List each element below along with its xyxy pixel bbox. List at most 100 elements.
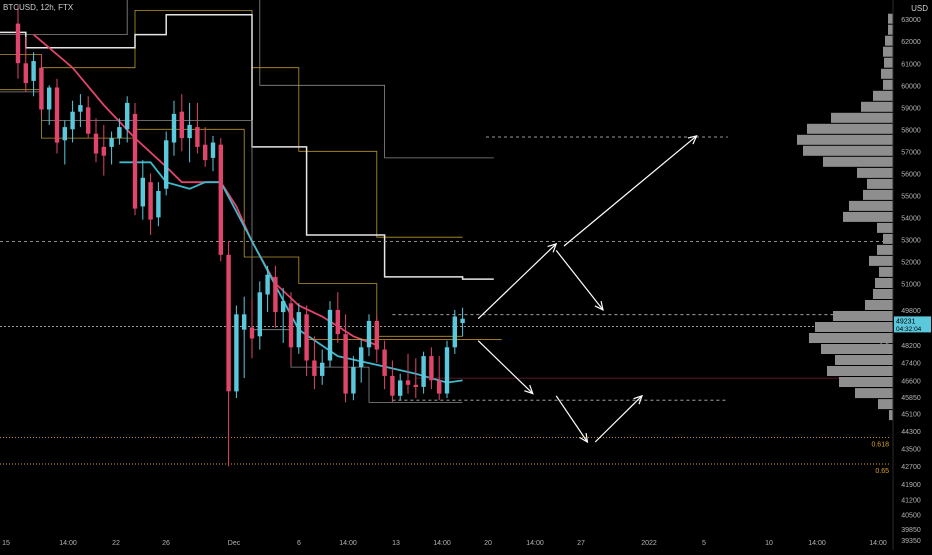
volume-profile-bar	[883, 79, 893, 90]
x-tick-label: 2022	[641, 540, 657, 547]
y-tick-label: 53000	[901, 237, 921, 244]
x-tick-label: 14:00	[339, 540, 357, 547]
x-tick-label: 13	[392, 540, 400, 547]
y-tick-label: 52000	[901, 259, 921, 266]
y-tick-label: 54000	[901, 215, 921, 222]
x-tick-label: 14:00	[59, 540, 77, 547]
y-tick-label: 58000	[901, 127, 921, 134]
x-tick-label: 15	[2, 540, 10, 547]
y-tick-label: 41200	[901, 497, 921, 504]
volume-profile-bar	[823, 156, 893, 167]
y-tick-label: 63000	[901, 17, 921, 24]
volume-profile-bar	[865, 300, 893, 310]
volume-profile-bar	[873, 90, 893, 101]
band-lower-gold	[0, 89, 463, 337]
current-price-value: 49231	[896, 318, 916, 325]
volume-profile-bar	[821, 344, 893, 354]
y-tick-label: 45850	[901, 395, 921, 402]
y-tick-label: 47400	[901, 361, 921, 368]
volume-profile-bar	[879, 266, 893, 277]
x-tick-label: 27	[577, 540, 585, 547]
volume-profile-bar	[803, 145, 893, 156]
y-tick-label: 62000	[901, 39, 921, 46]
y-tick-label: 60000	[901, 83, 921, 90]
y-tick-label: 39350	[901, 538, 921, 545]
x-tick-label: 14:00	[869, 540, 887, 547]
scenario-arrow-line	[477, 243, 557, 320]
current-price-countdown: 04:32:04	[896, 326, 922, 333]
volume-profile-bar	[835, 355, 893, 365]
y-tick-label: 39850	[901, 527, 921, 534]
y-tick-label: 56000	[901, 171, 921, 178]
y-tick-label: 42700	[901, 464, 921, 471]
y-tick-label: 59000	[901, 105, 921, 112]
scenario-arrow-line	[477, 340, 534, 395]
volume-profile-bar	[875, 278, 893, 288]
x-tick-label: 14:00	[808, 540, 826, 547]
scenario-arrow-line	[555, 250, 604, 311]
x-tick-label: 14:00	[433, 540, 451, 547]
ma-teal-line	[119, 161, 463, 384]
scenario-arrow-line	[563, 135, 697, 247]
x-tick-label: 26	[162, 540, 170, 547]
x-tick-label: 6	[297, 540, 301, 547]
volume-profile-bar	[809, 333, 893, 343]
y-tick-label: 40500	[901, 513, 921, 520]
volume-profile-bar	[863, 189, 893, 200]
x-tick-label: 20	[484, 540, 492, 547]
volume-profile-bar	[861, 101, 893, 112]
volume-profile-bar	[849, 200, 893, 211]
x-tick-label: 5	[702, 540, 706, 547]
volume-profile-bar	[815, 322, 893, 332]
x-tick-label: 22	[112, 540, 120, 547]
volume-profile-bar	[888, 24, 893, 35]
volume-profile-bar	[877, 244, 893, 255]
scenario-arrow-line	[555, 395, 588, 443]
band-mid	[0, 14, 494, 280]
volume-profile-bar	[831, 112, 893, 123]
scenario-arrow-head	[633, 394, 643, 405]
ma-red-line	[33, 33, 378, 346]
volume-profile-bar	[867, 178, 893, 189]
scenario-arrow-head	[579, 433, 589, 444]
volume-profile-bar	[843, 211, 893, 222]
y-tick-label: 41900	[901, 482, 921, 489]
volume-profile-bar	[877, 222, 893, 233]
fib-label: 0.65	[875, 468, 889, 475]
y-tick-label: 45100	[901, 411, 921, 418]
scenario-arrow-line	[594, 395, 643, 443]
volume-profile-bar	[797, 134, 893, 145]
y-tick-label: 57000	[901, 149, 921, 156]
volume-profile-bar	[807, 123, 893, 134]
x-tick-label: 14:00	[526, 540, 544, 547]
y-tick-label: 55000	[901, 193, 921, 200]
volume-profile-bar	[833, 311, 893, 321]
volume-profile-bar	[884, 57, 893, 68]
volume-profile-bar	[889, 410, 893, 421]
volume-profile-bar	[873, 289, 893, 299]
y-tick-label: 48200	[901, 343, 921, 350]
y-tick-label: 51000	[901, 281, 921, 288]
scenario-arrow-head	[687, 135, 698, 145]
y-tick-label: 43500	[901, 447, 921, 454]
volume-profile-bar	[883, 233, 893, 244]
volume-profile-bar	[857, 167, 893, 178]
current-price-tag	[894, 316, 931, 333]
x-tick-label: Dec	[228, 540, 241, 547]
scenario-arrow-head	[547, 242, 558, 253]
y-tick-label: 61000	[901, 61, 921, 68]
fib-label: 0.618	[871, 442, 889, 449]
volume-profile-bar	[827, 366, 893, 376]
currency-label: USD	[911, 4, 928, 13]
volume-profile-bar	[885, 35, 893, 46]
scenario-arrow-head	[524, 384, 534, 395]
volume-profile-bar	[883, 46, 893, 57]
volume-profile-bar	[888, 13, 893, 24]
volume-profile-bar	[869, 255, 893, 266]
volume-profile-bar	[855, 388, 893, 399]
x-tick-label: 10	[765, 540, 773, 547]
symbol-label: BTCUSD, 12h, FTX	[3, 3, 74, 12]
